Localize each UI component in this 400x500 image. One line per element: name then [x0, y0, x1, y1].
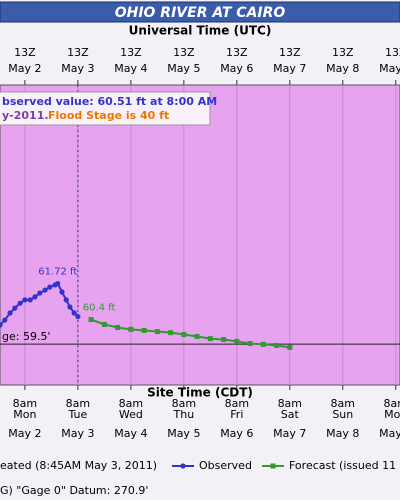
data-point [270, 463, 276, 469]
plot-area [0, 84, 400, 386]
data-point [0, 322, 3, 328]
top-tick-date: May 5 [167, 62, 200, 75]
data-point [168, 330, 174, 336]
bottom-tick-time: 8am [331, 397, 355, 410]
bottom-tick-time: 8am [278, 397, 302, 410]
info-box [0, 91, 211, 126]
legend-label: Observed [199, 459, 252, 472]
data-point [247, 341, 253, 347]
bottom-tick-date: May 8 [326, 427, 359, 440]
info-text: bserved value: 60.51 ft at 8:00 AM [2, 95, 217, 108]
data-point [141, 327, 147, 333]
bottom-tick-weekday: Wed [119, 408, 143, 421]
info-text: Flood Stage is 40 ft [48, 109, 169, 122]
top-axis-label: Universal Time (UTC) [129, 24, 272, 38]
top-tick-label: 13Z [385, 46, 400, 59]
data-point [59, 289, 65, 295]
bottom-tick-date: May 5 [167, 427, 200, 440]
legend-label: Forecast (issued 11 [289, 459, 396, 472]
data-point [221, 336, 227, 342]
legend-note: eated (8:45AM May 3, 2011) [0, 459, 157, 472]
data-label: 61.72 ft [38, 267, 77, 278]
chart-title: OHIO RIVER AT CAIRO [115, 5, 286, 21]
data-point [287, 344, 293, 350]
top-tick-date: May 9 [379, 62, 400, 75]
bottom-tick-date: May 7 [273, 427, 306, 440]
bottom-axis-label: Site Time (CDT) [147, 386, 253, 400]
bottom-tick-weekday: Mon [13, 408, 36, 421]
bottom-tick-weekday: Sun [332, 408, 353, 421]
data-point [207, 336, 213, 342]
data-point [12, 305, 18, 311]
data-point [67, 304, 73, 310]
data-point [27, 297, 33, 303]
data-point [180, 463, 186, 469]
threshold-label: ge: 59.5' [2, 330, 50, 343]
data-point [22, 297, 28, 303]
data-point [55, 280, 61, 287]
data-point [2, 317, 8, 323]
top-tick-label: 13Z [120, 46, 142, 59]
top-tick-date: May 4 [114, 62, 147, 75]
data-point [260, 341, 266, 347]
bottom-tick-date: May 9 [379, 427, 400, 440]
data-point [75, 313, 81, 320]
bottom-tick-weekday: Sat [281, 408, 300, 421]
bottom-tick-weekday: Mon [384, 408, 400, 421]
bottom-tick-weekday: Thu [173, 408, 195, 421]
bottom-tick-time: 8am [13, 397, 37, 410]
top-tick-date: May 2 [8, 62, 41, 75]
data-point [71, 310, 77, 316]
data-point [274, 342, 280, 348]
bottom-tick-weekday: Tue [67, 408, 87, 421]
bottom-tick-date: May 2 [8, 427, 41, 440]
bottom-tick-time: 8am [66, 397, 90, 410]
title-bar [0, 1, 400, 23]
bottom-tick-time: 8am [172, 397, 196, 410]
top-tick-date: May 7 [273, 62, 306, 75]
data-point [115, 324, 121, 330]
footer: G) "Gage 0" Datum: 270.9' [0, 484, 148, 497]
data-point [194, 333, 200, 339]
data-point [42, 287, 48, 293]
top-tick-label: 13Z [67, 46, 89, 59]
bottom-tick-time: 8am [225, 397, 249, 410]
bottom-tick-weekday: Fri [230, 408, 243, 421]
data-point [88, 317, 94, 323]
data-point [181, 332, 187, 338]
info-text: y-2011. [2, 109, 49, 122]
data-point [17, 300, 23, 306]
top-tick-label: 13Z [332, 46, 354, 59]
bottom-tick-time: 8am [119, 397, 143, 410]
data-point [101, 321, 107, 327]
data-point [128, 326, 134, 332]
plot-layer: ge: 59.5' 61.72 ft 60.4 ft [0, 85, 400, 385]
data-label: 60.4 ft [83, 303, 116, 314]
top-tick-date: May 6 [220, 62, 253, 75]
top-tick-label: 13Z [279, 46, 301, 59]
data-point [234, 338, 240, 344]
series-line [90, 318, 290, 349]
top-tick-date: May 3 [61, 62, 94, 75]
top-tick-label: 13Z [226, 46, 248, 59]
bottom-tick-date: May 4 [114, 427, 147, 440]
bottom-tick-date: May 3 [61, 427, 94, 440]
data-point [47, 284, 53, 290]
bottom-tick-time: 8am [384, 397, 400, 410]
data-point [32, 294, 38, 300]
bottom-tick-date: May 6 [220, 427, 253, 440]
top-tick-date: May 8 [326, 62, 359, 75]
top-tick-label: 13Z [173, 46, 195, 59]
data-point [154, 329, 160, 335]
data-point [37, 290, 43, 296]
top-tick-label: 13Z [14, 46, 36, 59]
data-point [63, 297, 69, 303]
data-point [7, 310, 13, 316]
